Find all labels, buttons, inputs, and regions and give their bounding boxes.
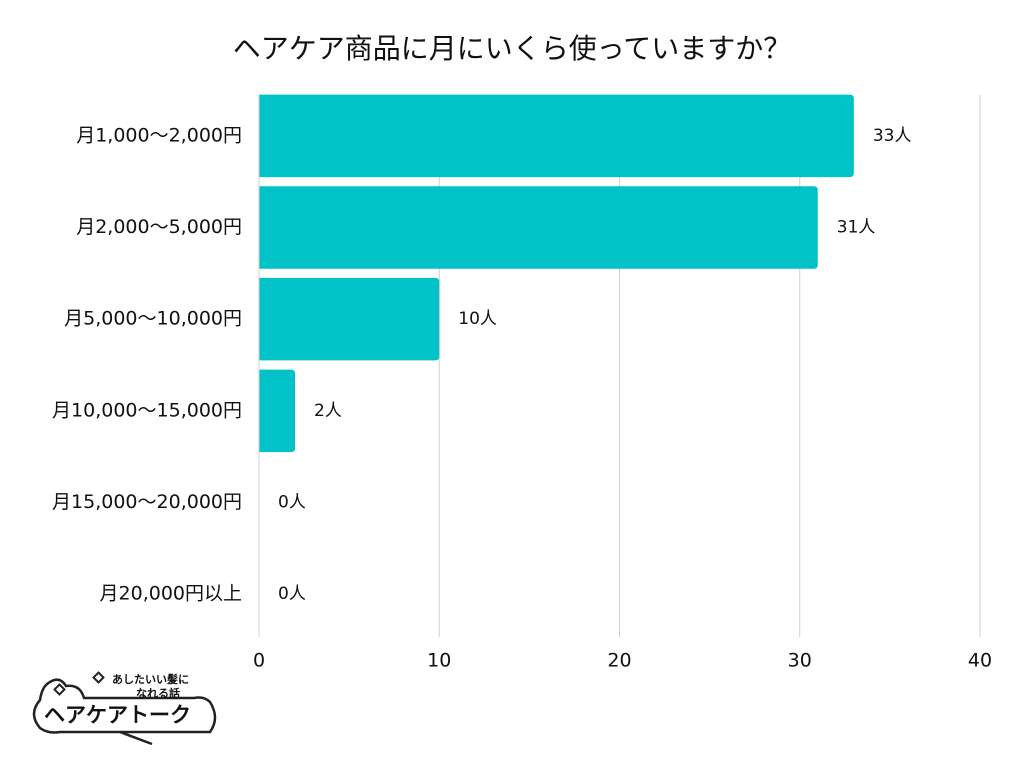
logo-outline [32, 678, 217, 734]
logo: あしたいい髪に なれる話 ヘアケアトーク [32, 671, 217, 746]
logo-sparkle [53, 683, 66, 696]
x-tick-label: 30 [788, 650, 812, 672]
bar [259, 369, 296, 453]
value-label: 0人 [278, 493, 306, 513]
bar [259, 94, 854, 178]
logo-sparkle [92, 671, 105, 684]
bar [259, 277, 440, 361]
logo-name: ヘアケアトーク [44, 703, 191, 727]
x-tick-label: 20 [607, 650, 631, 672]
value-label: 10人 [458, 309, 497, 329]
x-tick-label: 40 [968, 650, 992, 672]
y-tick-label: 月20,000円以上 [100, 583, 242, 605]
x-tick-label: 0 [253, 650, 265, 672]
logo-tagline: あしたいい髪に [112, 672, 189, 686]
value-label: 0人 [278, 584, 306, 604]
y-tick-label: 月10,000〜15,000円 [52, 399, 242, 421]
y-tick-label: 月2,000〜5,000円 [76, 216, 242, 238]
value-label: 31人 [837, 218, 876, 238]
y-tick-label: 月15,000〜20,000円 [52, 491, 242, 513]
logo-tail [119, 730, 153, 746]
value-label: 33人 [873, 126, 912, 146]
value-label: 2人 [314, 401, 342, 421]
x-tick-label: 10 [427, 650, 451, 672]
logo-tagline: なれる話 [136, 686, 180, 700]
chart-title: ヘアケア商品に月にいくら使っていますか？ [233, 32, 792, 65]
bar [259, 186, 818, 269]
y-tick-label: 月1,000〜2,000円 [76, 124, 242, 146]
y-tick-label: 月5,000〜10,000円 [64, 308, 242, 330]
